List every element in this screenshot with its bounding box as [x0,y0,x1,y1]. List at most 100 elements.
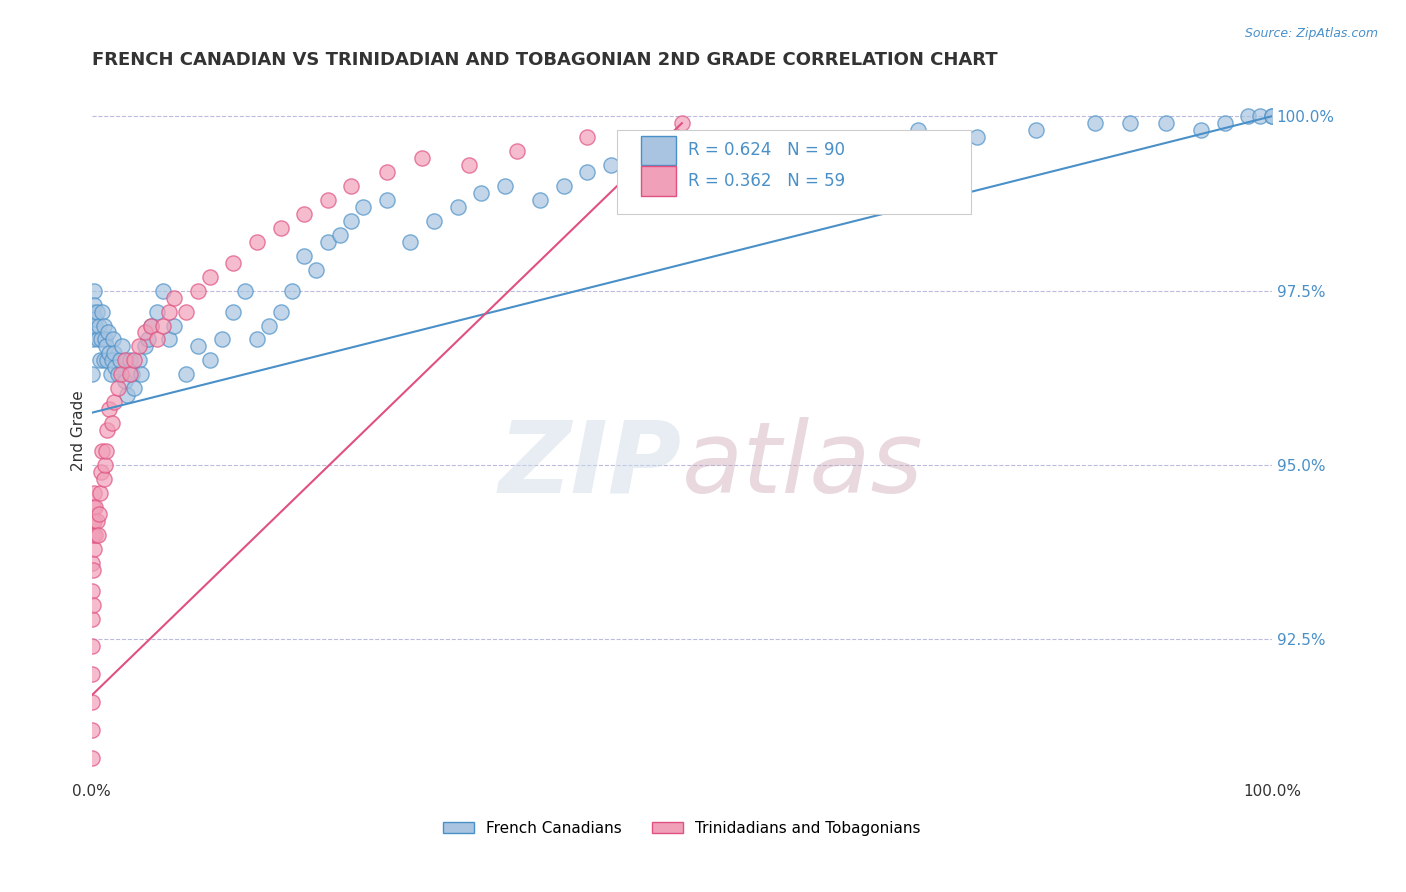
Point [446,200,468,214]
Point [340,179,363,194]
Point [93,472,115,486]
Point [89,353,111,368]
Point [1084,116,1107,130]
Point [80,695,103,709]
Point [84,528,107,542]
Point [124,381,146,395]
Point [103,346,125,360]
Point [83,486,105,500]
Point [101,416,124,430]
Point [83,514,105,528]
Point [80,368,103,382]
Point [91,444,114,458]
Point [292,207,315,221]
Point [145,304,167,318]
Point [1261,109,1284,123]
Point [134,339,156,353]
Y-axis label: 2nd Grade: 2nd Grade [72,390,86,471]
Text: R = 0.624   N = 90: R = 0.624 N = 90 [688,142,845,160]
Point [108,353,131,368]
Point [765,144,787,158]
Point [1261,109,1284,123]
Point [246,333,269,347]
Point [139,318,162,333]
Point [139,318,162,333]
Point [375,193,398,207]
Point [86,304,108,318]
Point [718,151,741,165]
Point [91,304,114,318]
Point [110,368,132,382]
Point [1025,123,1047,137]
Point [329,227,352,242]
Point [131,368,153,382]
Point [111,339,134,353]
Point [292,249,315,263]
Point [399,235,422,249]
Point [174,304,197,318]
Point [411,151,433,165]
Point [96,423,118,437]
Point [128,353,150,368]
Point [305,262,328,277]
Point [82,333,104,347]
Point [103,395,125,409]
Legend: French Canadians, Trinidadians and Tobagonians: French Canadians, Trinidadians and Tobag… [437,814,927,842]
Point [187,339,209,353]
Point [222,304,245,318]
Point [695,165,717,179]
Point [270,220,292,235]
Point [458,158,481,172]
Point [1213,116,1236,130]
FancyBboxPatch shape [641,136,676,165]
Point [340,214,363,228]
Point [157,333,180,347]
Point [90,333,112,347]
Point [84,311,107,326]
Point [316,193,339,207]
Point [80,528,103,542]
Point [270,304,292,318]
Point [198,269,221,284]
Point [86,333,108,347]
Point [281,284,304,298]
Point [94,339,117,353]
Point [134,326,156,340]
Point [80,556,103,570]
Point [553,179,575,194]
Point [97,326,120,340]
Point [233,284,256,298]
Point [623,172,645,186]
Point [121,368,143,382]
Point [375,165,398,179]
Point [907,123,929,137]
Point [671,116,693,130]
Point [80,723,103,738]
Point [114,353,136,368]
Point [82,304,104,318]
Point [90,465,112,479]
Point [82,500,104,514]
Point [576,165,599,179]
Point [163,291,186,305]
Point [93,353,115,368]
Point [1189,123,1212,137]
Point [494,179,516,194]
Point [470,186,492,200]
Point [82,598,104,612]
Point [813,137,835,152]
Point [84,500,107,514]
Point [529,193,551,207]
Point [145,333,167,347]
Point [94,444,117,458]
Point [114,375,136,389]
Point [86,528,108,542]
Point [83,541,105,556]
Point [82,563,104,577]
Point [101,353,124,368]
Point [118,368,141,382]
FancyBboxPatch shape [617,130,972,214]
Point [187,284,209,298]
Point [152,284,174,298]
FancyBboxPatch shape [641,167,676,195]
